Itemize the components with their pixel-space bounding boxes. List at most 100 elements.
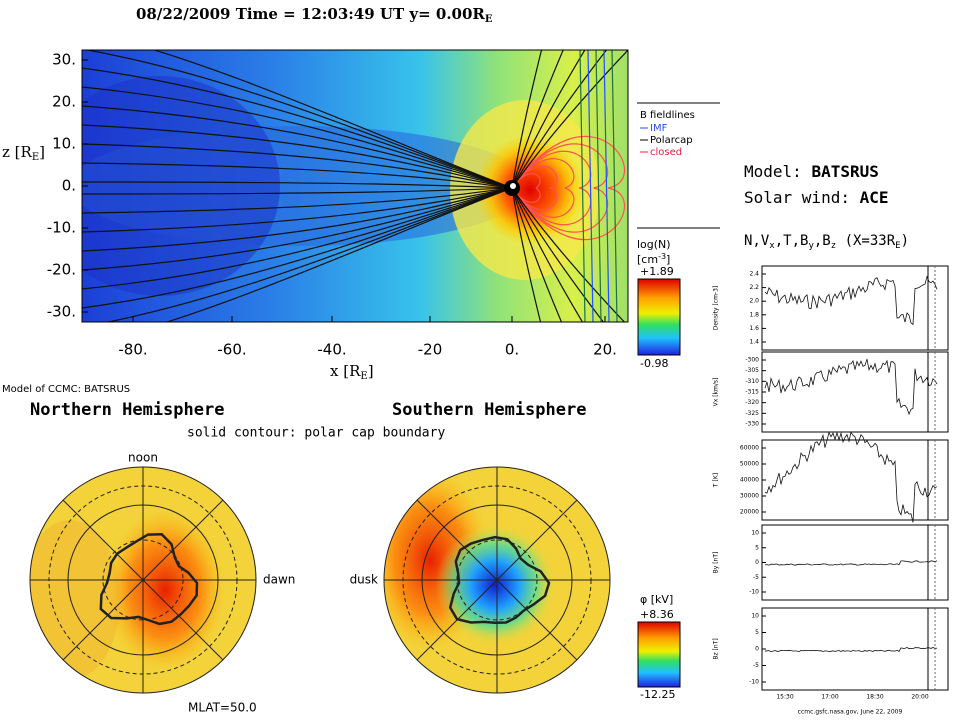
panel-tick-label: -330	[745, 421, 759, 428]
t: x [R	[330, 362, 361, 380]
panel-tick-label: -315	[745, 389, 759, 396]
model: Model: BATSRUS	[744, 162, 879, 181]
imf-line	[587, 50, 594, 322]
panel-tick-label: -10	[749, 679, 759, 686]
t: Model:	[744, 162, 802, 181]
panel-tick-label: 1.4	[749, 339, 759, 346]
panel-ylabel: T [K]	[713, 473, 720, 488]
legend-item: IMF	[650, 123, 668, 134]
polar-line	[511, 187, 563, 322]
panel-tick-label: 5	[755, 629, 759, 636]
sub: E	[895, 241, 900, 251]
panel-tick-label: -325	[745, 410, 759, 417]
polar-cap-boundary	[99, 533, 199, 626]
tail-line	[82, 124, 513, 189]
blob	[30, 520, 120, 680]
legend-item: closed	[650, 147, 682, 158]
closed-line	[511, 187, 609, 233]
x-tick-label: -60.	[217, 341, 246, 359]
panel-tick-label: 0	[755, 559, 759, 566]
panel-line	[764, 431, 938, 523]
blob	[435, 525, 555, 645]
ts-x-tick: 17:00	[821, 694, 838, 701]
panel-tick-label: 5	[755, 544, 759, 551]
density-plot	[82, 50, 628, 322]
colorbar-unit: [cm-3]	[637, 252, 670, 267]
t: ]	[39, 143, 45, 161]
x-tick-label: 0.	[505, 341, 519, 359]
ts-title: N,Vx,T,By,Bz (X=33RE)	[744, 233, 909, 251]
panel	[761, 607, 949, 691]
north-title: Northern Hemisphere	[30, 400, 224, 420]
colorbar-min: -0.98	[640, 357, 668, 370]
x-axis-label: x [RE]	[330, 362, 374, 382]
ts-x-tick: 15:30	[776, 694, 793, 701]
colorbar-min: -12.25	[640, 688, 675, 701]
mlt-line	[62, 499, 224, 661]
imf-line	[595, 50, 602, 322]
y-tick-label: -20.	[47, 261, 76, 279]
polar-cap-boundary	[448, 535, 551, 624]
closed-line	[511, 187, 592, 226]
tail-line	[82, 187, 513, 309]
tail-line	[152, 50, 513, 189]
time-series: Density [cm-3] 2.4 2.2 2.0 1.8 1.6 1.4 Vx [km/s…	[713, 265, 949, 716]
t: Solar wind:	[744, 188, 850, 207]
tail-line	[165, 187, 513, 322]
closed-line	[511, 135, 626, 189]
ts-x-tick: 20:00	[911, 694, 928, 701]
panel-tick-label: 0	[755, 646, 759, 653]
y-tick-label: 30.	[52, 51, 76, 69]
closed-line	[511, 143, 609, 189]
ts-x-tick: 18:30	[866, 694, 883, 701]
x-tick-label: -20	[418, 341, 443, 359]
sup: -3	[658, 252, 666, 261]
panel-tick-label: 2.0	[749, 298, 759, 305]
header: 08/22/2009 Time = 12:03:49 UT y= 0.00RE	[136, 5, 493, 25]
t: z [R	[2, 143, 33, 161]
y-tick-label: 10.	[52, 135, 76, 153]
tail-line	[82, 187, 513, 271]
polar-line	[511, 187, 584, 322]
tail-line	[105, 187, 513, 322]
t: [cm	[637, 253, 658, 266]
t: ]	[666, 253, 670, 266]
panel	[761, 265, 949, 351]
panel-tick-label: 1.8	[749, 311, 759, 318]
legend-item: Polarcap	[650, 135, 693, 146]
x-tick-label: -80.	[118, 341, 147, 359]
closed-line	[511, 187, 626, 241]
panel-tick-label: 20000	[740, 509, 759, 516]
mlt-line	[416, 499, 578, 661]
panel-tick-label: 10	[751, 530, 759, 537]
y-tick-label: 0.	[62, 177, 76, 195]
sub: y	[808, 241, 814, 251]
wind: Solar wind: ACE	[744, 188, 889, 207]
time: Time = 12:03:49 UT	[236, 5, 405, 23]
tail-line	[82, 162, 513, 189]
t: )	[901, 233, 909, 249]
t: BATSRUS	[811, 162, 878, 181]
panel	[761, 351, 949, 433]
tail-line	[82, 187, 513, 290]
panel-tick-label: -5	[753, 662, 759, 669]
panel-line	[764, 358, 938, 416]
imf-line	[579, 50, 586, 322]
panel-ylabel: Vx [km/s]	[713, 378, 720, 407]
panel-tick-label: 40000	[740, 477, 759, 484]
panel-ylabel: Bz [nT]	[713, 638, 720, 659]
panel-ylabel: By [nT]	[713, 552, 720, 574]
tail-line	[82, 181, 513, 189]
date: 08/22/2009	[136, 5, 230, 23]
panel-tick-label: 2.4	[749, 271, 759, 278]
subtitle: solid contour: polar cap boundary	[187, 426, 445, 441]
polar-line	[511, 187, 542, 322]
sub: z	[831, 241, 836, 251]
t: N,V	[744, 233, 770, 249]
south-title: Southern Hemisphere	[392, 400, 586, 420]
imf-line	[611, 50, 618, 322]
panel-line	[764, 560, 938, 566]
panel	[761, 439, 949, 521]
panel-line	[764, 275, 938, 326]
ts-footer: ccmc.gsfc.nasa.gov, June 22, 2009	[798, 709, 903, 716]
